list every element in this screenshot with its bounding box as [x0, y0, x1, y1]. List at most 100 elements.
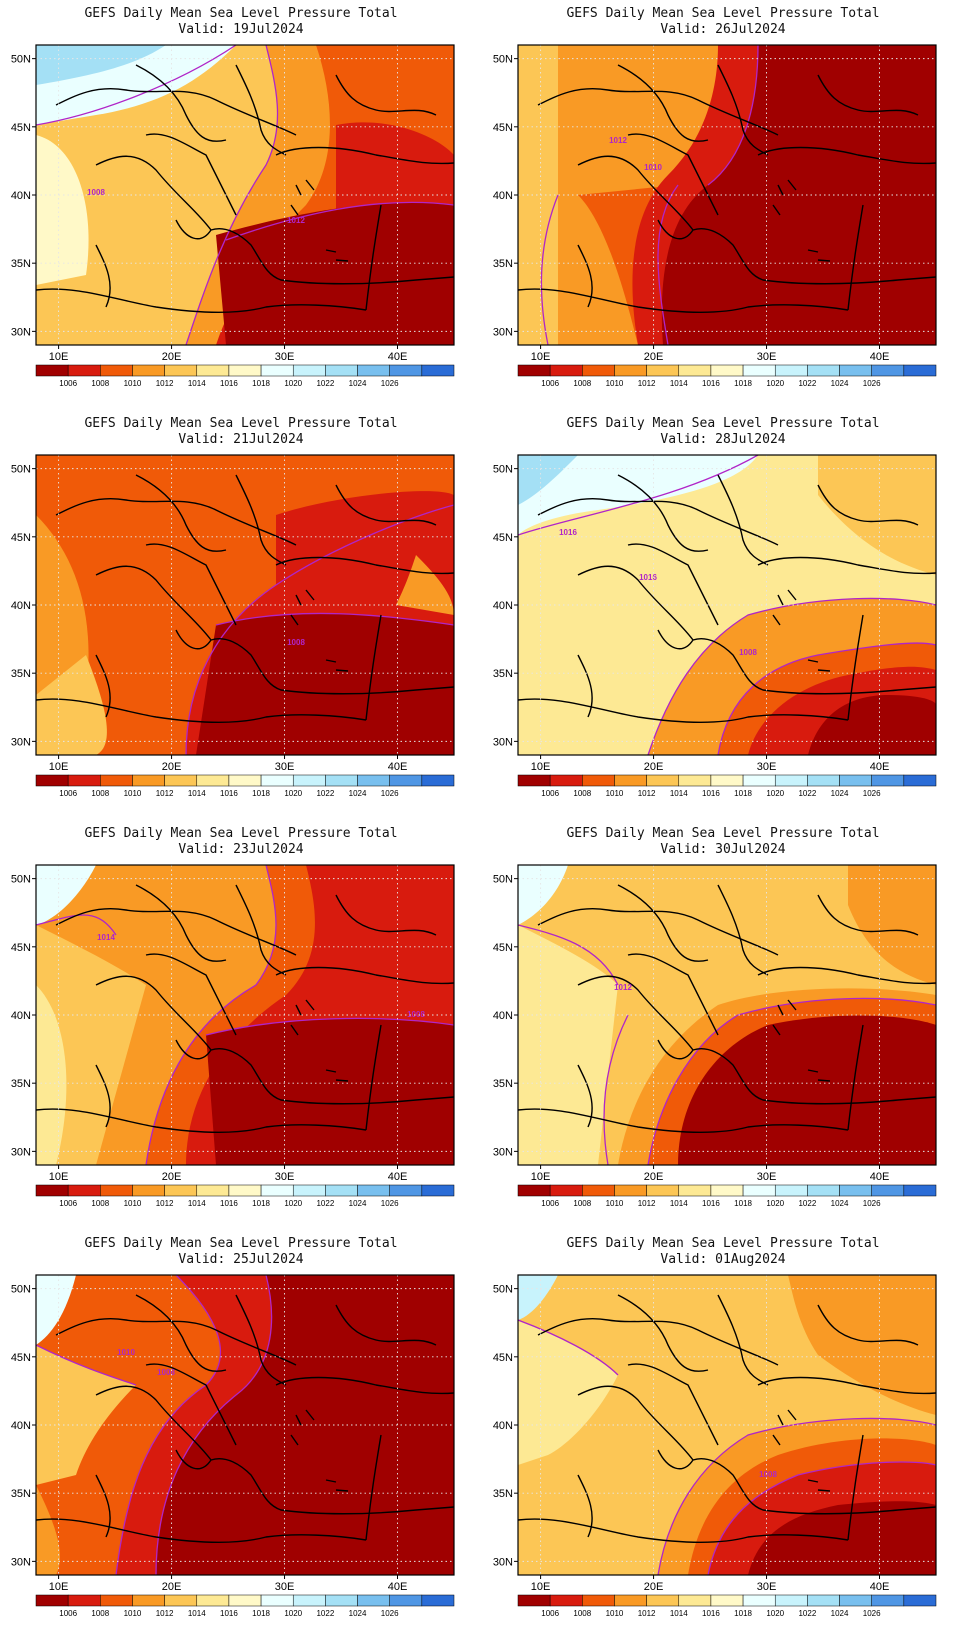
colorbar-swatch — [839, 1184, 872, 1197]
lat-tick-label: 40N — [11, 1420, 31, 1432]
valid-date: 28Jul2024 — [715, 432, 786, 447]
coastline — [95, 1064, 111, 1128]
coastline — [772, 179, 797, 216]
colorbar-label: 1018 — [734, 789, 752, 798]
lon-tick-label: 20E — [162, 1171, 182, 1183]
lat-tick-label: 35N — [11, 1078, 31, 1090]
coastline — [577, 244, 593, 308]
panel-valid-date: Valid: 23Jul2024 — [0, 842, 482, 858]
pressure-band — [36, 1345, 136, 1485]
coastline — [135, 1294, 227, 1372]
colorbar-label: 1014 — [188, 789, 206, 798]
valid-date: 25Jul2024 — [233, 1252, 304, 1267]
panel-title: GEFS Daily Mean Sea Level Pressure Total — [84, 826, 398, 841]
isobar-label: 1008 — [739, 648, 757, 657]
colorbar-label: 1022 — [798, 379, 816, 388]
isobar-line — [225, 201, 454, 241]
coastline — [325, 1479, 349, 1492]
coastline — [95, 975, 212, 1060]
colorbar-swatch — [774, 774, 808, 787]
lat-tick-label: 50N — [11, 54, 31, 66]
colorbar-label: 1008 — [573, 1199, 591, 1208]
coastline — [36, 698, 367, 723]
panel-valid-date: Valid: 30Jul2024 — [482, 842, 964, 858]
colorbar-label: 1012 — [638, 379, 656, 388]
panel-title: GEFS Daily Mean Sea Level Pressure Total — [566, 6, 880, 21]
forecast-panel: GEFS Daily Mean Sea Level Pressure Total… — [0, 820, 482, 1230]
lat-tick-label: 45N — [493, 122, 513, 134]
coastline — [55, 908, 297, 956]
coastline — [55, 1318, 297, 1366]
panel-valid-date: Valid: 01Aug2024 — [482, 1252, 964, 1268]
colorbar-label: 1010 — [124, 1199, 142, 1208]
isobar-line — [155, 1275, 273, 1575]
panel-title: GEFS Daily Mean Sea Level Pressure Total — [566, 826, 880, 841]
colorbar-label: 1012 — [156, 1199, 174, 1208]
lat-tick-label: 30N — [493, 1146, 513, 1158]
forecast-panel: GEFS Daily Mean Sea Level Pressure Total… — [482, 0, 964, 410]
coastline — [577, 155, 694, 240]
colorbar-label: 1016 — [220, 1609, 238, 1618]
pressure-band — [518, 1275, 558, 1320]
colorbar-swatch — [35, 774, 69, 787]
colorbar-swatch — [678, 1594, 712, 1607]
isobar-label: 1008 — [287, 638, 305, 647]
pressure-map: 1012 1008 50N 45N 40N 35N 30N 10E 20E 30E 40E 1006 1… — [11, 44, 455, 388]
coastline — [275, 146, 454, 165]
colorbar-swatch — [742, 1184, 776, 1197]
colorbar-label: 1020 — [766, 1199, 784, 1208]
coastline — [235, 474, 287, 566]
colorbar-swatch — [292, 774, 326, 787]
coastline — [335, 894, 437, 936]
colorbar-swatch — [260, 1594, 294, 1607]
colorbar-label: 1024 — [831, 789, 849, 798]
coastline — [577, 975, 694, 1060]
isobar-line — [36, 45, 237, 126]
coastline — [290, 1409, 315, 1446]
isobar-line — [657, 184, 679, 345]
colorbar-label: 1012 — [638, 1609, 656, 1618]
coastline — [290, 589, 315, 626]
lon-tick-label: 20E — [644, 1581, 664, 1593]
panel-valid-date: Valid: 19Jul2024 — [0, 22, 482, 38]
pressure-band — [36, 515, 89, 705]
coastline — [365, 614, 382, 721]
colorbar-label: 1012 — [638, 789, 656, 798]
colorbar-label: 1016 — [220, 379, 238, 388]
colorbar-swatch — [614, 774, 647, 787]
colorbar-label: 1024 — [349, 1609, 367, 1618]
coastline — [772, 589, 797, 626]
coastline — [36, 1108, 367, 1133]
isobar-line — [518, 455, 759, 536]
valid-prefix: Valid: — [660, 1252, 708, 1267]
coastline — [717, 474, 769, 566]
panel-title: GEFS Daily Mean Sea Level Pressure Total — [84, 6, 398, 21]
coastline — [847, 1024, 864, 1131]
colorbar-swatch — [742, 774, 776, 787]
lat-tick-label: 45N — [493, 532, 513, 544]
pressure-band — [518, 455, 578, 505]
isobar-line — [603, 1014, 629, 1165]
colorbar-swatch — [389, 364, 423, 377]
pressure-band — [518, 455, 758, 535]
coastline — [145, 953, 237, 1036]
lat-tick-label: 50N — [493, 874, 513, 886]
colorbar-swatch — [903, 774, 937, 787]
lat-tick-label: 50N — [493, 54, 513, 66]
valid-prefix: Valid: — [178, 22, 226, 37]
lat-tick-label: 40N — [493, 600, 513, 612]
pressure-band — [818, 455, 936, 575]
coastline — [235, 64, 287, 156]
isobar-label: 1016 — [559, 528, 577, 537]
valid-date: 26Jul2024 — [715, 22, 786, 37]
panel-valid-date: Valid: 25Jul2024 — [0, 1252, 482, 1268]
colorbar-swatch — [35, 1594, 69, 1607]
colorbar-swatch — [582, 1594, 615, 1607]
colorbar-swatch — [325, 364, 358, 377]
colorbar-swatch — [164, 1184, 198, 1197]
isobar-label: 1008 — [157, 1368, 175, 1377]
coastline — [627, 133, 719, 216]
colorbar-swatch — [517, 1594, 551, 1607]
colorbar-label: 1006 — [59, 1199, 77, 1208]
pressure-band — [36, 985, 67, 1165]
